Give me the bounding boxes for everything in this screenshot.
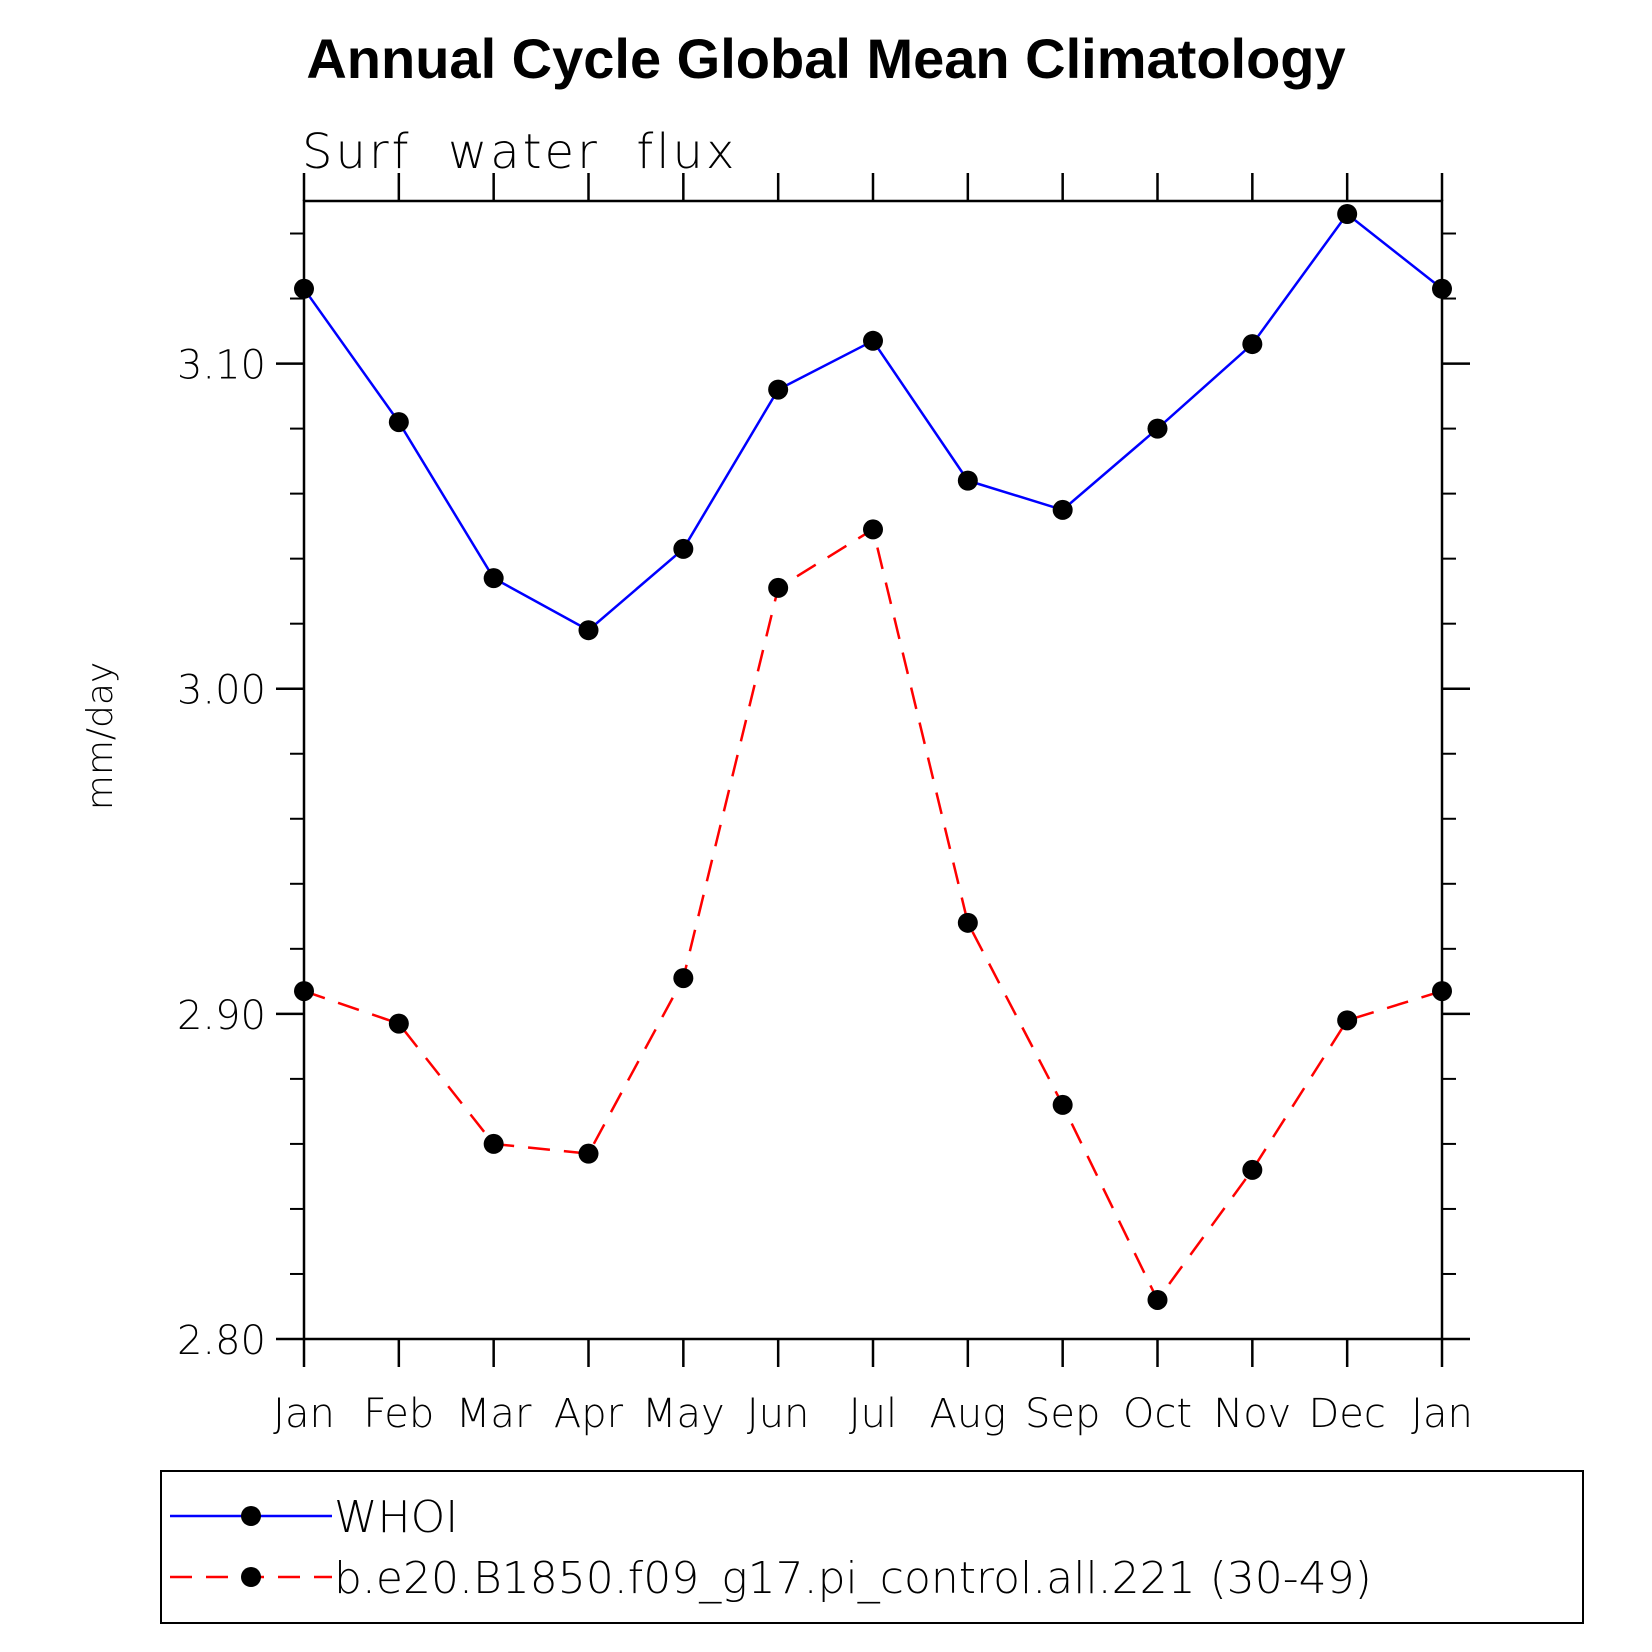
x-tick-label: Apr	[554, 1391, 624, 1437]
legend-swatch-marker	[241, 1506, 261, 1526]
data-point	[388, 1013, 409, 1034]
x-tick-label: Sep	[1025, 1391, 1100, 1437]
chart-subtitle: Surf water flux	[302, 124, 737, 180]
data-point	[388, 412, 409, 433]
data-point	[1242, 1159, 1263, 1180]
data-point	[768, 379, 789, 400]
y-tick-label: 2.80	[177, 1318, 266, 1364]
x-tick-label: Dec	[1308, 1391, 1385, 1437]
x-tick-label: Jan	[273, 1391, 335, 1437]
series-1	[294, 519, 1452, 1310]
plot-frame	[302, 199, 1444, 1341]
y-axis-label: mm/day	[80, 662, 121, 810]
data-point	[1337, 204, 1358, 225]
legend-label: b.e20.B1850.f09_g17.pi_control.all.221 (…	[334, 1553, 1372, 1604]
data-point	[768, 577, 789, 598]
axis-ticks: 2.80 2.90 3.00 3.10 Jan Feb Mar Apr May Jun Jul Aug…	[177, 173, 1473, 1437]
x-tick-label: Jul	[849, 1391, 897, 1437]
data-point	[1337, 1010, 1358, 1031]
data-point	[483, 568, 504, 589]
plot-series	[294, 204, 1452, 1310]
series-line	[303, 527, 1443, 1303]
data-point	[294, 278, 314, 299]
data-point	[1432, 278, 1452, 299]
data-point	[1432, 981, 1452, 1002]
y-tick-label: 3.10	[177, 343, 266, 389]
x-tick-label: Oct	[1123, 1391, 1192, 1437]
data-point	[673, 538, 694, 559]
x-tick-label: Feb	[363, 1391, 434, 1437]
chart-title: Annual Cycle Global Mean Climatology	[306, 27, 1345, 90]
x-tick-label: May	[642, 1391, 725, 1437]
data-point	[294, 981, 314, 1002]
legend-label: WHOI	[334, 1492, 458, 1543]
data-point	[1147, 1289, 1168, 1310]
x-tick-label: Nov	[1213, 1391, 1291, 1437]
x-tick-label: Jan	[1411, 1391, 1473, 1437]
data-point	[863, 330, 883, 351]
series-line	[302, 212, 1443, 632]
series-0	[294, 204, 1452, 641]
x-tick-label: Mar	[456, 1391, 532, 1437]
x-tick-label: Aug	[929, 1391, 1006, 1437]
legend: WHOI b.e20.B1850.f09_g17.pi_control.all.2…	[160, 1470, 1584, 1624]
y-tick-label: 3.00	[177, 668, 266, 714]
y-tick-label: 2.90	[177, 993, 266, 1039]
data-point	[957, 470, 978, 491]
data-point	[957, 912, 978, 933]
data-point	[578, 1143, 599, 1164]
legend-swatch-marker	[241, 1567, 261, 1587]
plot-border	[302, 199, 1444, 1341]
data-point	[1147, 418, 1168, 439]
legend-box	[160, 1470, 1584, 1624]
x-tick-label: Jun	[747, 1391, 810, 1437]
data-point	[483, 1133, 504, 1154]
data-point	[673, 968, 694, 989]
data-point	[1242, 334, 1263, 355]
data-point	[578, 620, 599, 641]
data-point	[1052, 499, 1073, 520]
data-point	[1052, 1094, 1073, 1115]
data-point	[863, 519, 883, 540]
